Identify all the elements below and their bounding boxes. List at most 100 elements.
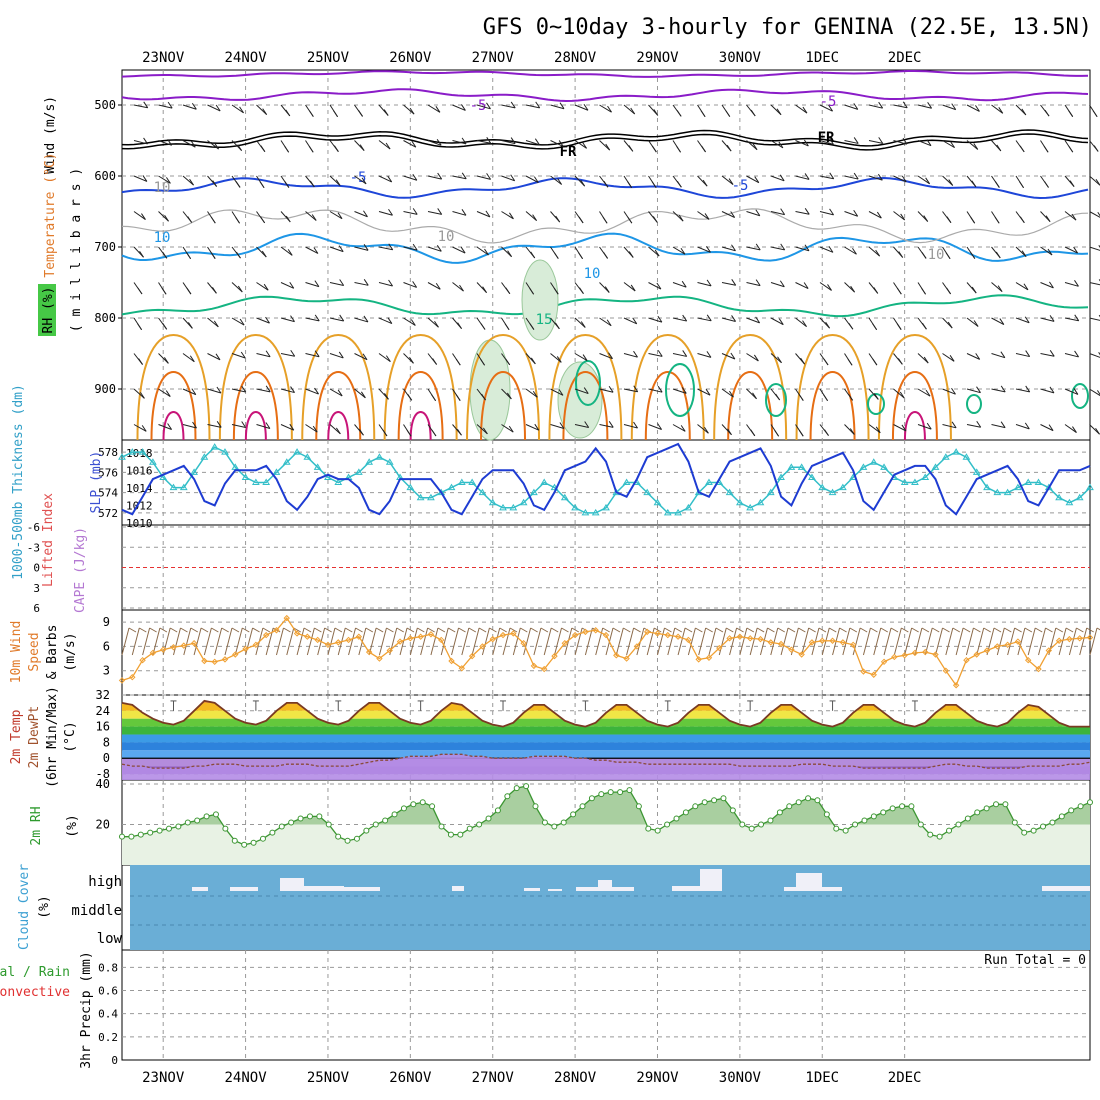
wind-barb-flag: [656, 282, 662, 290]
temp-contour-20: [713, 333, 788, 441]
wind10-point: [674, 633, 682, 640]
thickness-point: [272, 468, 281, 475]
wind10-barb: [1089, 627, 1098, 656]
wind-barb-flag: [1049, 281, 1054, 289]
wind-barb-flag: [627, 181, 633, 188]
wind-barb-flag: [923, 215, 929, 222]
wind-barb-flag: [1044, 109, 1050, 117]
thickness-point: [241, 473, 250, 480]
wind-barb-flag: [1047, 248, 1053, 256]
cape-label: CAPE (J/kg): [73, 527, 88, 613]
wind10-point: [716, 644, 723, 652]
wind-barb-flag: [950, 141, 955, 148]
wind-barb-flag: [998, 107, 1004, 114]
wind-barb: [770, 140, 784, 149]
wind-barb-flag: [409, 357, 414, 364]
wind-barb: [623, 282, 636, 292]
wind-barb-flag: [603, 180, 609, 188]
wind-barb-flag: [779, 174, 785, 182]
wind10-barb-flag: [829, 627, 837, 633]
wind-barb-flag: [579, 287, 584, 294]
wind10-barb-flag: [901, 627, 909, 633]
rh-fill-light: [122, 786, 1090, 865]
wind-barb: [525, 211, 537, 222]
wind-barb: [329, 388, 343, 397]
wind10-barb: [657, 627, 665, 656]
wind-barb-flag: [262, 108, 268, 115]
wind-barb: [574, 317, 586, 328]
wind-barb-flag: [431, 429, 437, 437]
wind10-point: [922, 648, 929, 656]
wind10-barb-flag: [128, 627, 137, 633]
wind-barb: [182, 175, 194, 186]
temp-band: [122, 710, 1090, 719]
wind10-barb: [173, 627, 181, 656]
wind-barb-flag: [263, 283, 269, 291]
wind-barb-flag: [435, 282, 441, 290]
wind10-barb: [904, 627, 913, 656]
thickness-point: [787, 463, 796, 470]
slp-label: SLP (mb): [89, 451, 104, 514]
temp-tick-label: 8: [103, 735, 110, 749]
wind-barb: [231, 317, 245, 326]
wind-barb-flag: [701, 145, 706, 153]
rh-point: [353, 835, 360, 842]
wind10-barb-flag: [880, 627, 888, 633]
wind-barb: [795, 175, 810, 180]
wind-barb-flag: [143, 101, 149, 109]
thickness-point: [602, 503, 610, 511]
wind-barb-flag: [141, 213, 146, 220]
wind-barb-flag: [873, 287, 879, 294]
wind-barb-flag: [215, 104, 221, 112]
wind-barb: [403, 140, 417, 148]
wind-barb-flag: [138, 358, 144, 365]
wind-barb-flag: [333, 110, 338, 118]
wind-barb: [844, 211, 858, 217]
contour-label: 15: [536, 312, 553, 328]
rh-point: [231, 837, 238, 844]
wind-barb-flag: [780, 243, 786, 251]
rh-point: [908, 803, 915, 810]
wind-barb-flag: [676, 145, 681, 153]
wind-barb-flag: [285, 109, 291, 117]
wind-barb: [672, 246, 686, 255]
wind10-point: [819, 637, 826, 644]
wind-barb: [770, 246, 785, 251]
wind-barb-flag: [582, 142, 588, 149]
wind-barb-flag: [1049, 315, 1055, 322]
wind10-point: [571, 631, 579, 639]
wind-barb-flag: [486, 102, 491, 110]
thickness-point: [365, 458, 374, 465]
thickness-point: [746, 503, 755, 511]
wind-barb-flag: [284, 145, 290, 153]
wind-barb: [648, 424, 662, 430]
wind10-point: [407, 635, 414, 642]
wind-barb: [452, 246, 466, 254]
wind-barb-flag: [410, 319, 416, 326]
wind10-barb-flag: [190, 627, 199, 633]
wind-barb-flag: [750, 109, 756, 117]
wind-barb-flag: [239, 318, 245, 326]
wind10-barb-flag: [149, 627, 157, 633]
wind-barb-flag: [922, 322, 927, 330]
wind10-point: [129, 673, 136, 681]
wind-barb-flag: [657, 423, 662, 430]
top-date-label: 2DEC: [888, 50, 922, 66]
wind10-barb: [677, 627, 686, 656]
wind10-barb-flag: [396, 627, 404, 633]
temp-contour-15-closed: [765, 383, 787, 417]
rh-point: [673, 815, 680, 822]
wind10-barb-flag: [293, 627, 302, 633]
wind10-point: [952, 682, 960, 689]
wind-barb-flag: [680, 425, 686, 432]
wind-barb: [378, 175, 392, 183]
wind-barb-flag: [186, 252, 192, 260]
wind-barb: [280, 282, 294, 289]
wind-barb: [354, 388, 366, 399]
wind-barb-flag: [902, 137, 908, 145]
wind-barb: [207, 140, 219, 150]
wind-tick-label: 3: [103, 664, 110, 678]
temp-contour-25: [232, 370, 279, 441]
wind-barb-flag: [1095, 427, 1100, 435]
